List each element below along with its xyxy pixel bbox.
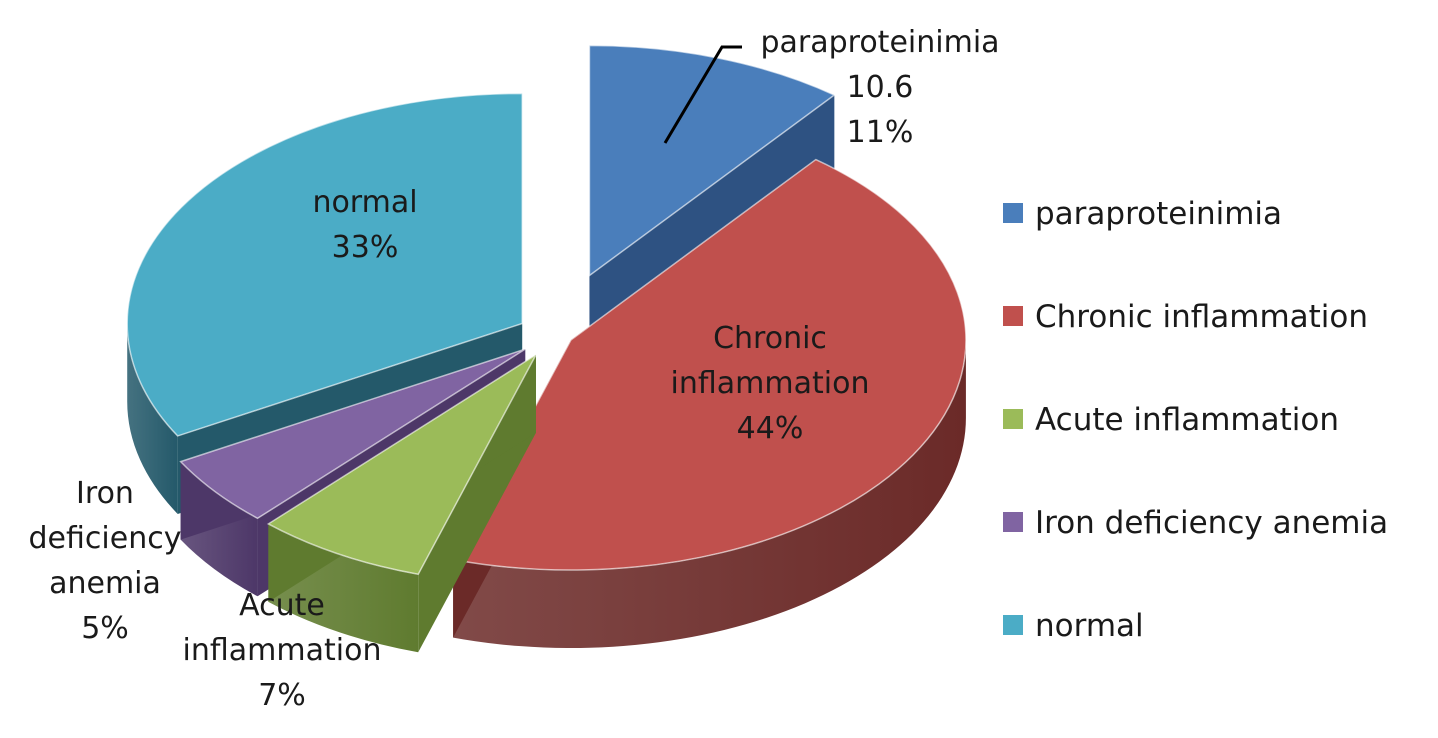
- slice-label-line: paraproteinimia: [760, 25, 999, 60]
- slice-label-line: Acute: [239, 588, 325, 623]
- pie-slice-rim: [180, 461, 258, 597]
- slice-label-line: anemia: [49, 566, 161, 601]
- slice-label-line: 44%: [737, 411, 804, 446]
- legend-swatch: [1003, 306, 1023, 326]
- slice-label-line: 33%: [332, 230, 399, 265]
- slice-label-line: inflammation: [671, 366, 870, 401]
- legend-entry-4: normal: [1003, 608, 1144, 644]
- slice-label-line: inflammation: [183, 633, 382, 668]
- slice-label-4: normal 33%: [312, 185, 417, 265]
- slice-labels: paraproteinimia 10.6 11% Chronic inflammatio…: [29, 25, 1000, 713]
- legend-swatch: [1003, 409, 1023, 429]
- slice-label-1: Chronic inflammation 44%: [671, 321, 870, 446]
- slice-label-2: Acute inflammation 7%: [183, 588, 382, 713]
- legend-entry-0: paraproteinimia: [1003, 196, 1282, 232]
- pie-slice-1: [451, 158, 967, 649]
- pie-slice-top: [451, 158, 967, 571]
- slice-label-line: Iron: [76, 476, 134, 511]
- legend-label: Chronic inflammation: [1035, 299, 1368, 335]
- legend-label: Iron deficiency anemia: [1035, 505, 1388, 541]
- slice-label-line: 11%: [847, 115, 914, 150]
- legend-swatch: [1003, 615, 1023, 635]
- pie-slice-top: [588, 44, 836, 277]
- slice-label-line: deficiency: [29, 521, 182, 556]
- pie-slice-rim: [268, 523, 419, 653]
- legend: paraproteinimia Chronic inflammation Acute…: [1003, 196, 1388, 644]
- pie-slice-2: [266, 352, 539, 653]
- legend-label: paraproteinimia: [1035, 196, 1282, 232]
- legend-label: Acute inflammation: [1035, 402, 1339, 438]
- legend-label: normal: [1035, 608, 1144, 644]
- pie-slice-top: [266, 352, 539, 576]
- legend-swatch: [1003, 203, 1023, 223]
- pie-slices: [126, 44, 967, 653]
- legend-entry-2: Acute inflammation: [1003, 402, 1339, 438]
- slice-label-3: Iron deficiency anemia 5%: [29, 476, 182, 646]
- legend-entry-3: Iron deficiency anemia: [1003, 505, 1388, 541]
- legend-swatch: [1003, 512, 1023, 532]
- slice-label-line: 7%: [258, 678, 306, 713]
- pie-slice-rim: [453, 340, 966, 649]
- slice-label-line: 5%: [81, 611, 129, 646]
- pie-slice-top: [126, 92, 523, 437]
- slice-label-line: normal: [312, 185, 417, 220]
- pie-slice-top: [179, 348, 526, 520]
- slice-label-line: 10.6: [847, 70, 914, 105]
- slice-label-0: paraproteinimia 10.6 11%: [760, 25, 999, 150]
- slice-label-line: Chronic: [713, 321, 827, 356]
- pie-slice-rim: [127, 323, 178, 514]
- leader-line: [663, 45, 742, 144]
- legend-entry-1: Chronic inflammation: [1003, 299, 1368, 335]
